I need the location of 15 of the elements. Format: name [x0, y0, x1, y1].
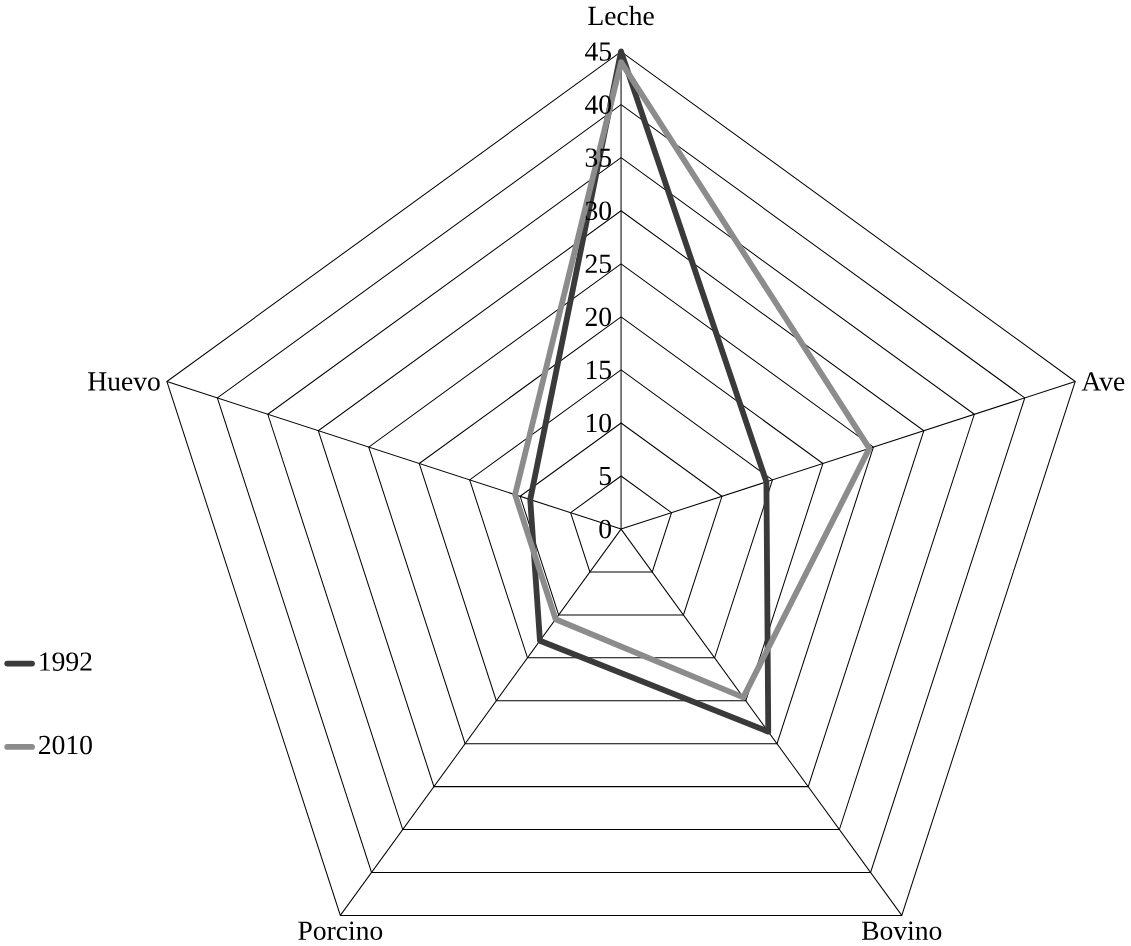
legend-label: 1992	[40, 652, 92, 671]
spoke-label: Huevo	[88, 372, 160, 391]
spoke-label: Porcino	[298, 921, 383, 941]
legend-label: 2010	[39, 735, 92, 755]
y-tick-label: 10	[586, 413, 611, 433]
y-tick-label: 40	[585, 95, 611, 115]
spoke-label: Leche	[588, 5, 654, 26]
y-tick-label: 45	[585, 42, 611, 61]
y-tick-label: 15	[586, 360, 611, 380]
y-tick-label: 0	[599, 519, 611, 539]
y-tick-label: 5	[599, 466, 611, 486]
y-tick-label: 20	[585, 307, 611, 327]
y-tick-label: 25	[585, 254, 611, 274]
spoke-label: Bovino	[861, 921, 942, 941]
spoke-label: Ave	[1081, 372, 1125, 391]
